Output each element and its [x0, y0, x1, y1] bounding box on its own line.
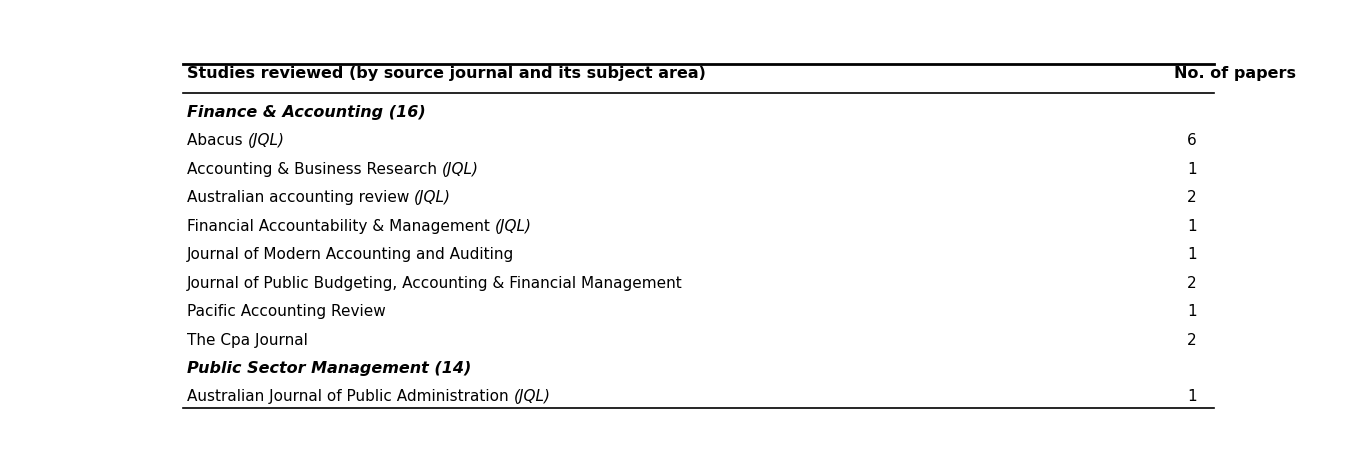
Text: Finance & Accounting (16): Finance & Accounting (16) [186, 105, 426, 120]
Text: 1: 1 [1187, 389, 1196, 404]
Text: (JQL): (JQL) [414, 190, 452, 205]
Text: Abacus: Abacus [186, 134, 248, 148]
Text: Financial Accountability & Management: Financial Accountability & Management [186, 219, 495, 234]
Text: Studies reviewed (by source journal and its subject area): Studies reviewed (by source journal and … [186, 66, 706, 81]
Text: The Cpa Journal: The Cpa Journal [186, 333, 308, 347]
Text: Journal of Public Budgeting, Accounting & Financial Management: Journal of Public Budgeting, Accounting … [186, 276, 683, 291]
Text: Public Sector Management (14): Public Sector Management (14) [186, 361, 471, 376]
Text: 2: 2 [1187, 190, 1196, 205]
Text: (JQL): (JQL) [442, 162, 479, 177]
Text: (JQL): (JQL) [513, 389, 550, 404]
Text: 1: 1 [1187, 162, 1196, 177]
Text: 6: 6 [1187, 134, 1196, 148]
Text: 2: 2 [1187, 333, 1196, 347]
Text: 2: 2 [1187, 276, 1196, 291]
Text: (JQL): (JQL) [495, 219, 532, 234]
Text: (JQL): (JQL) [248, 134, 284, 148]
Text: Journal of Modern Accounting and Auditing: Journal of Modern Accounting and Auditin… [186, 247, 514, 262]
Text: 1: 1 [1187, 247, 1196, 262]
Text: Australian accounting review: Australian accounting review [186, 190, 414, 205]
Text: Australian Journal of Public Administration: Australian Journal of Public Administrat… [186, 389, 513, 404]
Text: Pacific Accounting Review: Pacific Accounting Review [186, 304, 385, 319]
Text: 1: 1 [1187, 304, 1196, 319]
Text: No. of papers: No. of papers [1175, 66, 1296, 81]
Text: 1: 1 [1187, 219, 1196, 234]
Text: Accounting & Business Research: Accounting & Business Research [186, 162, 442, 177]
